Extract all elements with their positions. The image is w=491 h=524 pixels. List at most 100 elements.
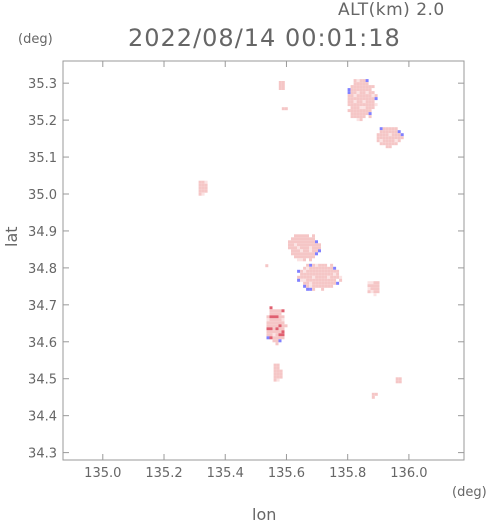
echo-cell	[379, 133, 383, 137]
echo-cell	[273, 369, 277, 373]
echo-cell	[368, 106, 372, 110]
echo-cell	[306, 278, 310, 282]
echo-cluster-8	[265, 264, 269, 268]
echo-cell	[315, 246, 318, 250]
echo-cell	[356, 91, 360, 95]
echo-cell	[356, 85, 360, 89]
echo-cell	[356, 94, 360, 98]
echo-cell	[275, 333, 279, 337]
echo-cell	[306, 252, 309, 256]
echo-cell	[318, 272, 322, 276]
echo-cell	[359, 103, 363, 107]
echo-cell	[312, 287, 316, 291]
y-tick-label-2: 34.5	[28, 373, 57, 388]
data-cells	[198, 79, 404, 399]
echo-cell	[353, 82, 357, 86]
echo-cell	[371, 100, 375, 104]
echo-cell	[269, 330, 273, 334]
echo-cell	[273, 363, 277, 367]
echo-cell	[278, 321, 282, 325]
echo-cell	[318, 263, 322, 267]
echo-cell	[318, 243, 321, 247]
echo-cell	[350, 100, 354, 104]
echo-cell	[353, 85, 357, 89]
echo-cell	[318, 249, 321, 253]
echo-cell	[297, 243, 300, 247]
y-tick-label-3: 34.6	[28, 336, 57, 351]
echo-cell	[324, 269, 328, 273]
echo-cell	[347, 97, 351, 101]
echo-cell	[300, 269, 304, 273]
echo-cell	[356, 115, 360, 119]
echo-cell	[330, 275, 334, 279]
echo-cell	[353, 94, 357, 98]
echo-cell	[312, 255, 315, 259]
echo-cell	[382, 133, 386, 137]
echo-cell	[269, 315, 273, 319]
echo-cell	[368, 91, 372, 95]
echo-cell	[388, 139, 392, 143]
echo-cell	[275, 339, 279, 343]
echo-cell	[388, 145, 392, 149]
echo-cell	[291, 249, 294, 253]
echo-cell	[275, 324, 279, 328]
echo-cell	[281, 333, 285, 337]
echo-cell	[394, 133, 398, 137]
echo-cell	[376, 290, 380, 294]
echo-cell	[266, 327, 270, 331]
echo-cell	[273, 366, 277, 370]
echo-cell	[312, 275, 316, 279]
echo-cell	[303, 237, 306, 241]
echo-cell	[303, 240, 306, 244]
echo-cell	[273, 378, 277, 382]
echo-cell	[321, 269, 325, 273]
echo-cell	[276, 375, 280, 379]
echo-cluster-6	[297, 263, 343, 291]
echo-cell	[276, 369, 280, 373]
echo-cell	[379, 142, 383, 146]
echo-cell	[359, 91, 363, 95]
echo-cluster-11	[395, 377, 402, 384]
echo-cell	[297, 258, 300, 262]
echo-cell	[367, 290, 371, 294]
echo-cluster-1	[281, 107, 288, 111]
echo-cell	[300, 258, 303, 262]
echo-cell	[374, 94, 378, 98]
echo-cell	[327, 275, 331, 279]
echo-cell	[288, 243, 291, 247]
echo-cell	[281, 318, 285, 322]
echo-cluster-7	[367, 281, 380, 297]
echo-cell	[309, 243, 312, 247]
echo-cell	[297, 234, 300, 238]
echo-cell	[350, 97, 354, 101]
echo-cell	[359, 82, 363, 86]
echo-cell	[309, 287, 313, 291]
echo-cluster-4	[198, 180, 208, 196]
echo-cell	[198, 180, 202, 184]
echo-cell	[333, 272, 337, 276]
echo-cell	[371, 392, 375, 396]
echo-cell	[198, 189, 202, 193]
echo-cell	[278, 312, 282, 316]
chart-title: 2022/08/14 00:01:18	[128, 24, 401, 52]
x-tick-label-0: 135.0	[84, 466, 121, 481]
echo-cell	[391, 136, 395, 140]
echo-cell	[356, 97, 360, 101]
echo-cell	[318, 269, 322, 273]
echo-cell	[306, 269, 310, 273]
echo-cell	[371, 97, 375, 101]
echo-cell	[333, 281, 337, 285]
echo-cell	[367, 281, 371, 285]
echo-cell	[312, 284, 316, 288]
echo-cell	[312, 278, 316, 282]
echo-cell	[347, 109, 351, 113]
echo-cell	[371, 94, 375, 98]
echo-cell	[394, 130, 398, 134]
echo-cell	[388, 142, 392, 146]
echo-cell	[303, 255, 306, 259]
echo-cell	[275, 330, 279, 334]
echo-cell	[365, 88, 369, 92]
echo-cell	[284, 324, 288, 328]
echo-cell	[362, 100, 366, 104]
echo-cluster-10	[273, 363, 283, 382]
